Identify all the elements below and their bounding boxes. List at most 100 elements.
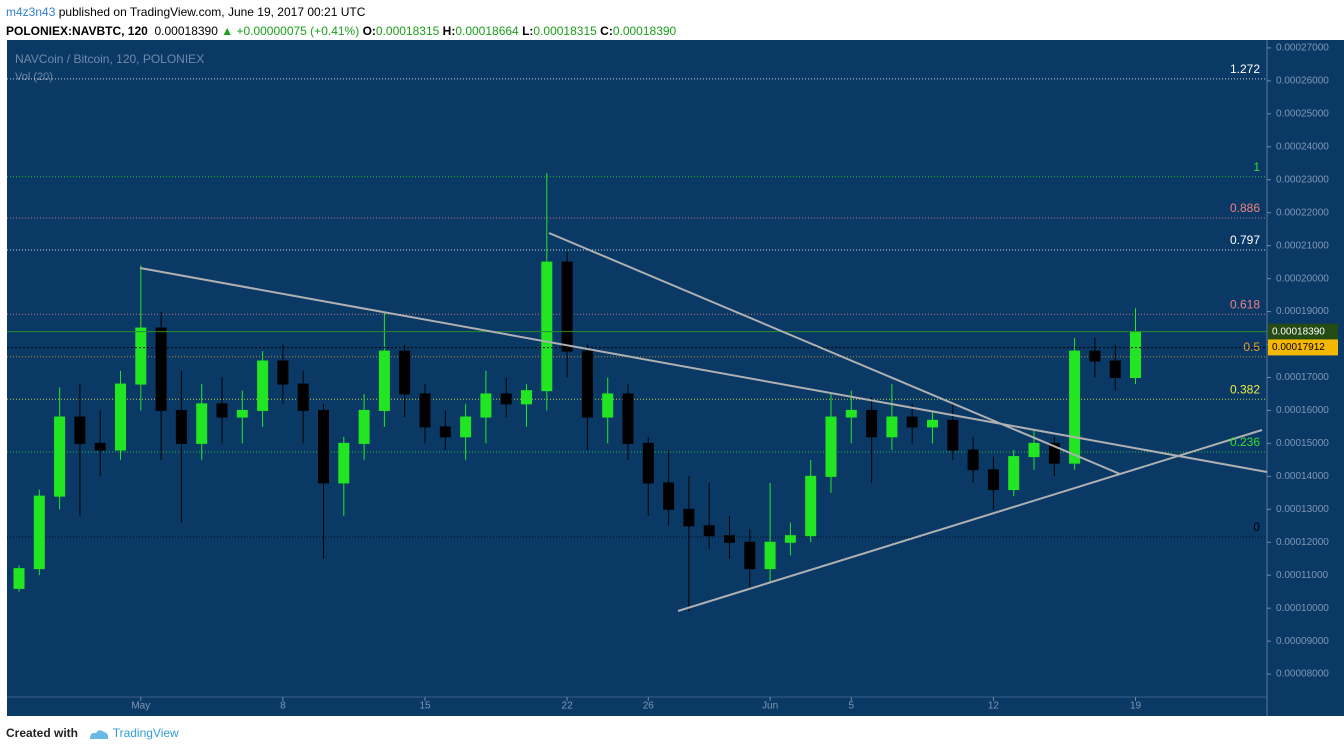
candle-body (967, 449, 979, 471)
fib-label: 0.5 (1243, 340, 1260, 354)
y-tick-label: 0.00026000 (1276, 76, 1329, 87)
candle-body (338, 442, 350, 484)
candle-body (866, 409, 878, 438)
ohlc-value: 0.00018390 (612, 24, 677, 38)
ohlc-value: 0.00018315 (533, 24, 597, 38)
x-tick-label: 8 (280, 701, 286, 712)
publish-line: m4z3n43 published on TradingView.com, Ju… (6, 3, 676, 22)
y-tick-label: 0.00008000 (1276, 669, 1329, 680)
candle-body (74, 416, 86, 444)
header: m4z3n43 published on TradingView.com, Ju… (6, 3, 676, 41)
candle-body (947, 419, 959, 451)
candle-body (196, 403, 208, 444)
y-tick-label: 0.00021000 (1276, 240, 1329, 251)
symbol: POLONIEX:NAVBTC, 120 (6, 24, 148, 38)
y-tick-label: 0.00017000 (1276, 372, 1329, 383)
price: 0.00018390 (154, 24, 218, 38)
candle-body (581, 350, 593, 418)
candle-body (886, 416, 898, 438)
y-tick-label: 0.00022000 (1276, 207, 1329, 218)
fib-label: 1 (1253, 160, 1260, 174)
candle-body (1028, 442, 1040, 458)
y-tick-label: 0.00024000 (1276, 141, 1329, 152)
candle-body (94, 442, 106, 451)
x-tick-label: 12 (988, 701, 1000, 712)
candle-body (297, 383, 309, 411)
footer: Created with TradingView (6, 726, 179, 740)
y-tick-label: 0.00019000 (1276, 306, 1329, 317)
ohlc-value: 0.00018315 (375, 24, 440, 38)
chart-title: NAVCoin / Bitcoin, 120, POLONIEX (15, 52, 204, 66)
ohlc-key: C: (600, 24, 613, 38)
y-tick-label: 0.00025000 (1276, 108, 1329, 119)
ohlc-key: O: (362, 24, 376, 38)
candle-body (622, 393, 634, 444)
x-tick-label: Jun (762, 701, 778, 712)
quote-line: POLONIEX:NAVBTC, 120 0.00018390 ▲ +0.000… (6, 22, 676, 41)
candle-body (155, 327, 167, 411)
change: ▲ +0.00000075 (+0.41%) (221, 24, 360, 38)
x-tick-label: 19 (1130, 701, 1142, 712)
brand[interactable]: TradingView (112, 726, 179, 740)
y-tick-label: 0.00012000 (1276, 537, 1329, 548)
x-tick-label: May (131, 701, 150, 712)
chart: NAVCoin / Bitcoin, 120, POLONIEX Vol (20… (7, 40, 1344, 716)
candle-body (906, 416, 918, 428)
x-tick-label: 5 (849, 701, 855, 712)
candle-body (358, 409, 370, 444)
candle-body (277, 360, 289, 385)
candle-body (521, 390, 532, 405)
y-tick-label: 0.00009000 (1276, 636, 1329, 647)
trendline (139, 267, 1268, 473)
fib-label: 0.886 (1230, 201, 1260, 215)
candle-body (764, 541, 776, 570)
fib-label: 0.382 (1230, 382, 1260, 396)
marker-price-label: 0.00017912 (1272, 342, 1325, 353)
published: published on TradingView.com, June 19, 2… (58, 5, 366, 19)
ohlc-key: L: (522, 24, 534, 38)
candle-body (683, 508, 695, 527)
candle-body (1008, 456, 1020, 491)
marker-price-box (1268, 339, 1338, 356)
candle-body (1109, 360, 1121, 378)
author[interactable]: m4z3n43 (6, 5, 56, 19)
y-tick-label: 0.00014000 (1276, 471, 1329, 482)
last-price-box (1268, 323, 1338, 340)
fib-label: 0.236 (1230, 435, 1260, 449)
candle-body (115, 383, 126, 451)
candle-body (236, 409, 248, 418)
candle-body (175, 409, 187, 444)
y-tick-label: 0.00013000 (1276, 504, 1329, 515)
ohlc-key: H: (442, 24, 456, 38)
y-tick-label: 0.00015000 (1276, 438, 1329, 449)
candle-body (663, 482, 675, 510)
candle-body (703, 525, 715, 537)
candle-body (318, 409, 329, 484)
logo (90, 730, 109, 739)
candle-body (784, 535, 796, 543)
candle-body (1130, 331, 1141, 378)
candle-body (13, 568, 25, 589)
candle-body (1089, 350, 1101, 362)
last-price-label: 0.00018390 (1272, 326, 1325, 337)
candle-body (135, 327, 147, 385)
candle-body (1069, 350, 1081, 464)
created-with: Created with (6, 726, 79, 740)
candle-body (987, 469, 999, 491)
trendline (548, 232, 1121, 475)
candle-body (439, 426, 451, 438)
candle-body (642, 442, 654, 484)
fib-label: 1.272 (1230, 62, 1260, 76)
y-tick-label: 0.00027000 (1276, 43, 1329, 54)
marks (7, 78, 1267, 612)
y-tick-label: 0.00016000 (1276, 405, 1329, 416)
candle-body (460, 416, 472, 438)
candle-body (257, 360, 269, 411)
candle-body (480, 393, 492, 418)
trendlines (139, 232, 1268, 612)
candle-body (500, 393, 512, 405)
candle-body (541, 261, 553, 392)
candle-body (54, 416, 66, 497)
candle-body (1048, 442, 1060, 464)
